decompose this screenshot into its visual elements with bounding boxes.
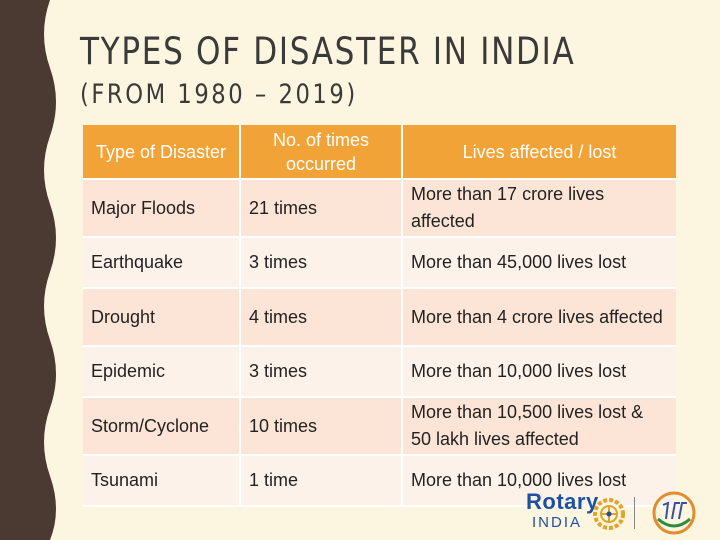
- cell-type: Earthquake: [83, 237, 240, 289]
- cell-lives: More than 10,000 lives lost: [401, 346, 676, 398]
- cell-times: 4 times: [239, 288, 402, 347]
- slide-title: TYPES OF DISASTER IN INDIA: [80, 30, 576, 73]
- table-row: Tsunami 1 time More than 10,000 lives lo…: [83, 455, 676, 507]
- centennial-badge-icon: [652, 491, 696, 535]
- logo-wordmark: Rotary: [526, 489, 599, 514]
- cell-type: Drought: [83, 288, 240, 347]
- cell-times: 21 times: [239, 179, 402, 238]
- cell-type: Tsunami: [83, 455, 240, 507]
- table-row: Epidemic 3 times More than 10,000 lives …: [83, 346, 676, 398]
- cell-type: Storm/Cyclone: [83, 397, 240, 456]
- cell-type: Major Floods: [83, 179, 240, 238]
- header-lives: Lives affected / lost: [401, 125, 676, 180]
- disaster-table: Type of Disaster No. of times occurred L…: [83, 125, 676, 507]
- logo-divider: [634, 497, 635, 529]
- table-header-row: Type of Disaster No. of times occurred L…: [83, 125, 676, 180]
- table-row: Earthquake 3 times More than 45,000 live…: [83, 237, 676, 289]
- cell-times: 1 time: [239, 455, 402, 507]
- cell-lives: More than 10,500 lives lost & 50 lakh li…: [401, 397, 676, 456]
- cell-times: 3 times: [239, 346, 402, 398]
- table-row: Major Floods 21 times More than 17 crore…: [83, 179, 676, 238]
- cell-lives: More than 4 crore lives affected: [401, 288, 676, 347]
- table-row: Drought 4 times More than 4 crore lives …: [83, 288, 676, 347]
- table-row: Storm/Cyclone 10 times More than 10,500 …: [83, 397, 676, 456]
- slide-subtitle: (FROM 1980 – 2019): [80, 79, 358, 110]
- rotary-india-logo: Rotary INDIA: [522, 489, 702, 537]
- header-times: No. of times occurred: [239, 125, 402, 180]
- wavy-edge-decoration: [36, 0, 56, 540]
- cell-times: 10 times: [239, 397, 402, 456]
- logo-country: INDIA: [532, 514, 583, 531]
- cell-lives: More than 10,000 lives lost: [401, 455, 676, 507]
- cell-lives: More than 17 crore lives affected: [401, 179, 676, 238]
- cell-times: 3 times: [239, 237, 402, 289]
- header-type: Type of Disaster: [83, 125, 240, 180]
- cell-lives: More than 45,000 lives lost: [401, 237, 676, 289]
- rotary-wheel-icon: [593, 498, 625, 530]
- cell-type: Epidemic: [83, 346, 240, 398]
